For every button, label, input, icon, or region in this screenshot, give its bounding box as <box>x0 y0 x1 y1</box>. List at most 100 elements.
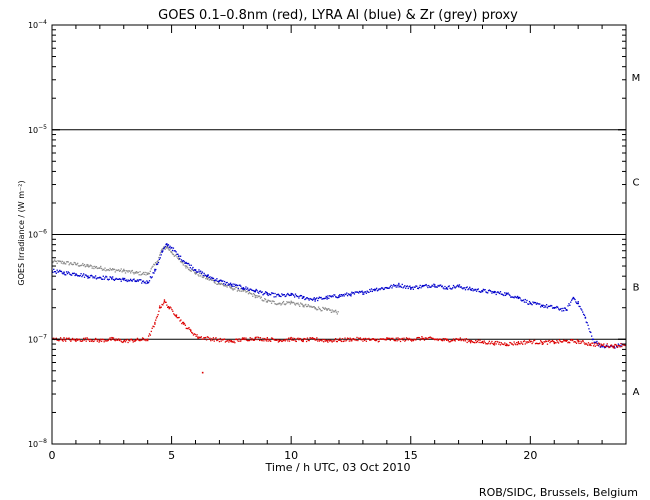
data-point <box>427 286 429 289</box>
data-point <box>71 339 73 341</box>
data-point <box>256 289 258 292</box>
data-point <box>152 272 154 274</box>
data-point <box>123 278 125 280</box>
data-point <box>64 263 66 265</box>
data-point <box>323 297 326 300</box>
data-point <box>597 342 599 345</box>
data-point <box>563 307 566 309</box>
data-point <box>252 339 254 341</box>
data-point <box>320 310 322 312</box>
data-point <box>381 338 384 340</box>
data-point <box>562 307 564 310</box>
data-point <box>312 337 315 340</box>
data-point <box>222 339 224 341</box>
data-point <box>376 290 379 292</box>
data-point <box>147 282 149 284</box>
data-point <box>542 304 544 306</box>
data-point <box>160 306 162 308</box>
data-point <box>474 342 476 344</box>
data-point <box>142 271 145 274</box>
data-point <box>205 336 207 339</box>
data-point <box>575 341 577 343</box>
data-point <box>129 340 131 342</box>
data-point <box>489 343 491 345</box>
data-point <box>77 339 79 341</box>
data-point <box>105 275 107 278</box>
data-point <box>221 283 223 285</box>
data-point <box>235 286 237 288</box>
data-point <box>84 266 87 268</box>
data-point <box>309 337 311 339</box>
data-point <box>485 291 487 293</box>
data-point <box>614 343 616 346</box>
data-point <box>580 341 583 343</box>
data-point <box>542 343 544 345</box>
data-point <box>213 281 215 283</box>
data-point <box>594 341 596 344</box>
data-point <box>358 337 361 340</box>
data-point <box>469 340 472 342</box>
data-point <box>499 344 502 346</box>
data-point <box>449 287 451 289</box>
data-point <box>128 339 130 342</box>
data-point <box>434 286 436 288</box>
data-point <box>453 286 456 288</box>
data-point <box>491 292 493 294</box>
data-point <box>254 290 257 292</box>
data-point <box>538 303 540 305</box>
data-point <box>528 341 530 343</box>
data-point <box>410 338 412 341</box>
data-point <box>55 337 57 339</box>
data-point <box>557 306 559 308</box>
data-point <box>94 265 96 268</box>
data-point <box>247 293 250 295</box>
data-point <box>399 338 401 340</box>
data-point <box>267 299 269 301</box>
data-point <box>524 343 526 345</box>
data-point <box>462 339 464 341</box>
data-point <box>236 339 239 341</box>
data-point <box>166 243 168 246</box>
data-point <box>262 294 264 296</box>
data-point <box>166 246 169 248</box>
data-point <box>87 275 89 277</box>
data-point <box>72 339 75 341</box>
data-point <box>353 293 356 295</box>
data-point <box>257 336 259 338</box>
data-point <box>191 331 193 334</box>
data-point <box>294 340 297 342</box>
data-point <box>154 270 156 272</box>
data-point <box>213 340 215 342</box>
data-point <box>288 294 290 296</box>
data-point <box>229 284 231 286</box>
data-point <box>551 307 554 309</box>
data-point <box>156 263 158 266</box>
data-point <box>259 337 262 339</box>
data-point <box>572 339 574 341</box>
data-point <box>168 308 170 310</box>
data-point <box>174 250 176 252</box>
data-point <box>218 280 221 282</box>
data-point <box>346 339 348 341</box>
data-point <box>116 339 118 341</box>
data-point <box>493 344 496 346</box>
data-point <box>173 314 176 316</box>
data-point <box>157 314 159 316</box>
data-point <box>334 309 337 312</box>
data-point <box>517 296 520 299</box>
data-point <box>516 343 519 346</box>
data-point <box>235 286 238 289</box>
data-point <box>60 338 63 340</box>
data-point <box>272 338 274 340</box>
data-point <box>179 320 181 322</box>
data-point <box>114 271 116 273</box>
data-point <box>585 342 587 345</box>
data-point <box>182 260 184 262</box>
data-point <box>299 338 302 340</box>
data-point <box>144 271 146 274</box>
data-point <box>280 339 282 342</box>
data-point <box>118 269 120 271</box>
data-point <box>235 284 238 286</box>
data-point <box>233 285 235 288</box>
data-point <box>311 337 314 339</box>
